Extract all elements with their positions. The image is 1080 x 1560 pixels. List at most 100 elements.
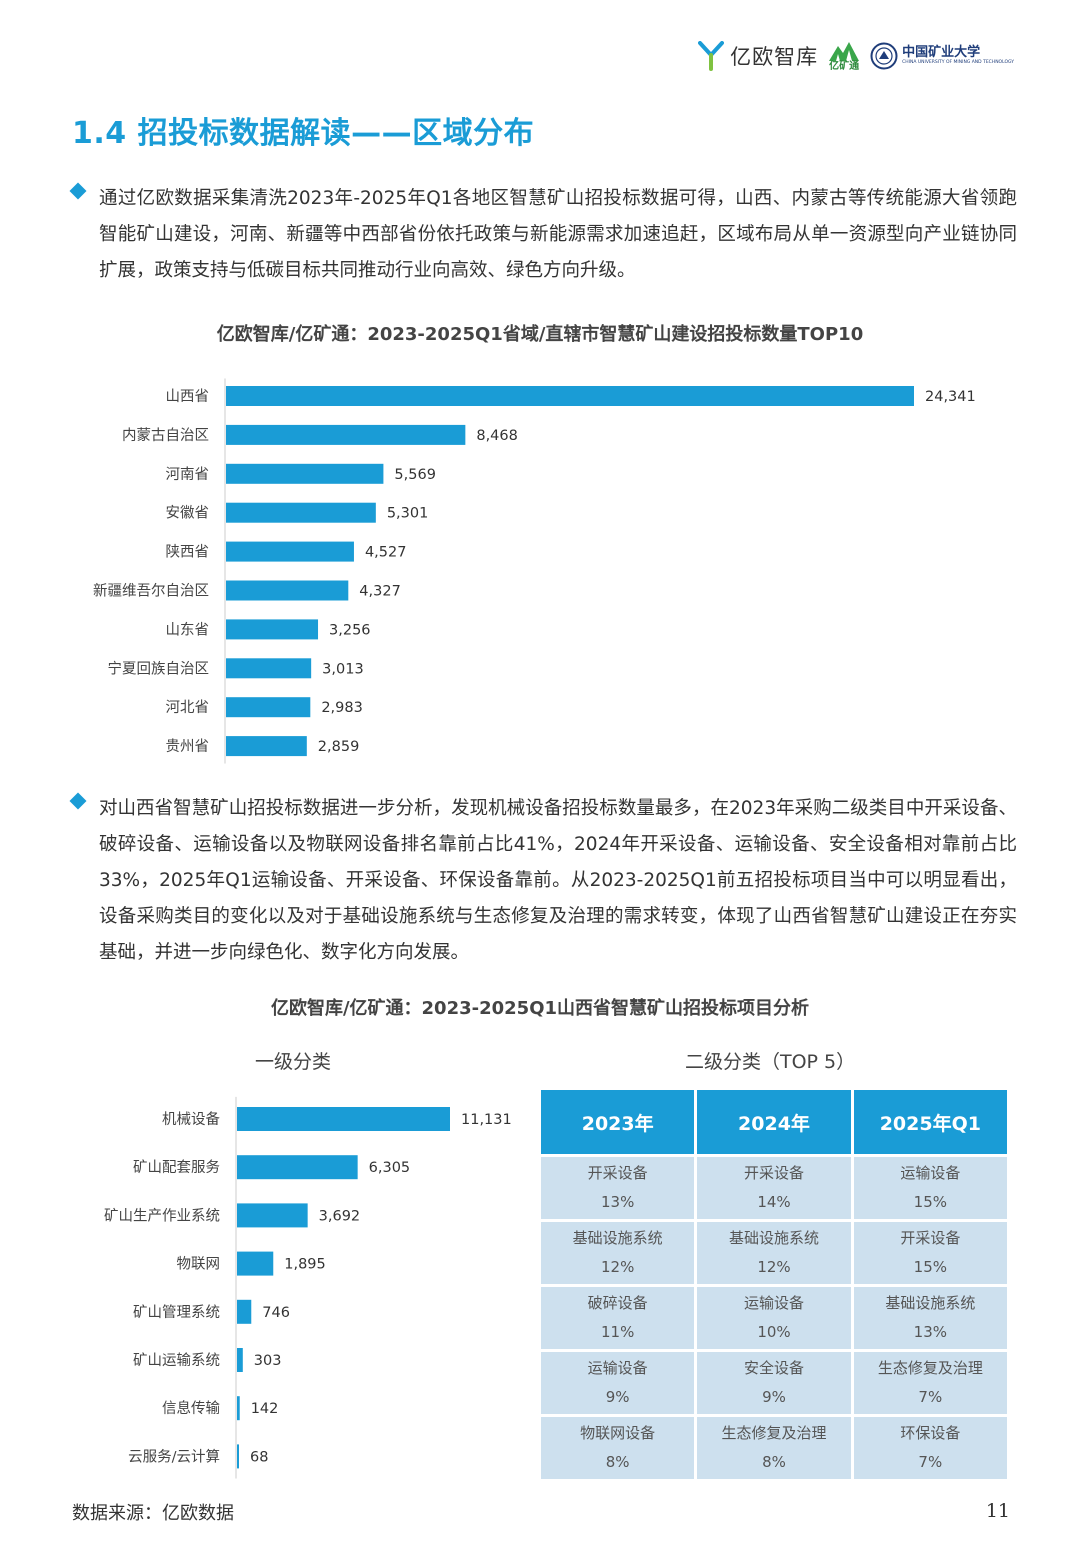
column-header-2024: 2024年 (697, 1090, 851, 1154)
bar (237, 1107, 450, 1131)
analysis-paragraph-text: 对山西省智慧矿山招投标数据进一步分析，发现机械设备招投标数量最多，在2023年采… (99, 798, 1017, 963)
intro-paragraph-text: 通过亿欧数据采集清洗2023年-2025年Q1各地区智慧矿山招投标数据可得，山西… (99, 188, 1017, 281)
cell-category: 物联网设备 (580, 1424, 656, 1442)
bar (237, 1396, 240, 1421)
cell-percent: 12% (600, 1258, 635, 1276)
table-cell: 开采设备 15% (853, 1222, 1007, 1284)
category-label: 云服务/云计算 (128, 1448, 220, 1465)
cell-category: 基础设施系统 (728, 1229, 819, 1247)
diamond-bullet-icon (69, 182, 87, 200)
category-label: 山西省 (166, 388, 210, 405)
second-level-heading: 二级分类（TOP 5） (685, 1051, 856, 1073)
bar (226, 463, 384, 484)
cell-category: 开采设备 (587, 1164, 648, 1182)
bar (226, 619, 319, 640)
column-header-2025q1: 2025年Q1 (853, 1090, 1007, 1154)
table-cell: 基础设施系统 12% (697, 1222, 851, 1284)
bar (226, 658, 312, 679)
cell-category: 生态修复及治理 (721, 1424, 827, 1442)
table-cell: 运输设备 10% (697, 1287, 851, 1349)
cell-percent: 9% (762, 1388, 786, 1406)
cell-percent: 13% (600, 1193, 635, 1211)
diamond-bullet-icon (69, 792, 87, 810)
intro-paragraph: 通过亿欧数据采集清洗2023年-2025年Q1各地区智慧矿山招投标数据可得，山西… (69, 181, 1017, 289)
table-cell: 开采设备 13% (541, 1157, 695, 1219)
bar (237, 1203, 308, 1228)
table-cell: 生态修复及治理 7% (853, 1352, 1007, 1414)
cell-category: 开采设备 (743, 1164, 804, 1182)
table-row: 基础设施系统 12% 基础设施系统 12% 开采设备 15% (541, 1222, 1007, 1284)
second-level-top5-table: 2023年 2024年 2025年Q1 开采设备 13% 开采设备 14% 运输设备… (541, 1090, 1010, 1482)
bar (226, 386, 914, 406)
cell-category: 基础设施系统 (572, 1229, 663, 1247)
category-label: 贵州省 (166, 738, 210, 755)
category-label: 新疆维吾尔自治区 (93, 583, 209, 600)
category-label: 陕西省 (166, 544, 210, 561)
bar (226, 580, 349, 601)
cell-category: 破碎设备 (587, 1294, 648, 1312)
category-label: 物联网 (177, 1256, 221, 1273)
cell-category: 运输设备 (900, 1164, 961, 1182)
yiou-logo: 亿欧智库 (698, 41, 818, 71)
category-label: 安徽省 (166, 505, 210, 522)
value-label: 303 (254, 1353, 282, 1369)
cell-category: 生态修复及治理 (877, 1359, 983, 1377)
table-cell: 生态修复及治理 8% (697, 1417, 851, 1479)
bar (226, 502, 376, 523)
cell-percent: 14% (757, 1193, 791, 1211)
table-cell: 安全设备 9% (697, 1352, 851, 1414)
bar (237, 1444, 239, 1469)
bar (237, 1299, 252, 1324)
table-cell: 物联网设备 8% (541, 1417, 695, 1479)
cell-category: 基础设施系统 (885, 1294, 976, 1312)
table-header-row: 2023年 2024年 2025年Q1 (541, 1090, 1007, 1154)
category-label: 河南省 (166, 466, 210, 483)
bar (237, 1155, 358, 1180)
header-logos: 亿欧智库 亿矿通 中国矿业大学 CHINA UNIVERSITY OF MINI… (698, 36, 1014, 76)
table-cell: 基础设施系统 12% (541, 1222, 695, 1284)
cell-percent: 13% (913, 1323, 947, 1341)
table-row: 开采设备 13% 开采设备 14% 运输设备 15% (541, 1157, 1007, 1219)
cumt-logo-cn: 中国矿业大学 (902, 45, 981, 60)
bar (237, 1251, 274, 1276)
value-label: 3,256 (329, 622, 371, 638)
yikuangtong-logo-text: 亿矿通 (829, 61, 860, 72)
cell-category: 安全设备 (743, 1359, 804, 1377)
cumt-logo: 中国矿业大学 CHINA UNIVERSITY OF MINING AND TE… (870, 42, 1014, 70)
value-label: 2,983 (321, 700, 363, 716)
value-label: 11,131 (461, 1112, 512, 1128)
value-label: 24,341 (925, 389, 976, 405)
category-label: 内蒙古自治区 (122, 427, 209, 444)
cell-percent: 8% (762, 1453, 786, 1471)
table-row: 破碎设备 11% 运输设备 10% 基础设施系统 13% (541, 1287, 1007, 1349)
value-label: 1,895 (284, 1257, 326, 1273)
data-source: 数据来源：亿欧数据 (72, 1503, 234, 1524)
chart-title-top10: 亿欧智库/亿矿通：2023-2025Q1省域/直辖市智慧矿山建设招投标数量TOP… (216, 324, 864, 345)
category-label: 山东省 (166, 621, 210, 638)
table-cell: 破碎设备 11% (541, 1287, 695, 1349)
value-label: 5,301 (387, 506, 429, 522)
province-top10-bar-chart: 山西省 24,341 内蒙古自治区 8,468 河南省 5,569 安徽省 5,301 陕西省 4… (93, 378, 976, 764)
bar (237, 1348, 243, 1372)
value-label: 6,305 (369, 1160, 411, 1176)
table-cell: 环保设备 7% (853, 1417, 1007, 1479)
cell-percent: 7% (918, 1453, 943, 1471)
table-row: 物联网设备 8% 生态修复及治理 8% 环保设备 7% (541, 1417, 1007, 1479)
category-label: 矿山运输系统 (133, 1352, 220, 1369)
analysis-paragraph: 对山西省智慧矿山招投标数据进一步分析，发现机械设备招投标数量最多，在2023年采… (69, 791, 1017, 971)
category-label: 矿山生产作业系统 (104, 1207, 220, 1224)
bar (226, 697, 311, 718)
cell-percent: 7% (918, 1388, 943, 1406)
yiou-logo-icon (698, 41, 725, 71)
mountain-icon (829, 42, 860, 61)
table-row: 运输设备 9% 安全设备 9% 生态修复及治理 7% (541, 1352, 1007, 1414)
value-label: 4,527 (365, 545, 407, 561)
chart-title-shanxi: 亿欧智库/亿矿通：2023-2025Q1山西省智慧矿山招投标项目分析 (270, 998, 810, 1019)
value-label: 5,569 (394, 467, 436, 483)
cell-percent: 9% (605, 1388, 630, 1406)
column-header-2023: 2023年 (541, 1090, 695, 1154)
category-label: 矿山管理系统 (133, 1304, 220, 1321)
shanxi-first-level-bar-chart: 机械设备 11,131 矿山配套服务 6,305 矿山生产作业系统 3,692 物联网 1,8… (104, 1096, 512, 1479)
bar (226, 736, 307, 757)
table-cell: 运输设备 15% (853, 1157, 1007, 1219)
